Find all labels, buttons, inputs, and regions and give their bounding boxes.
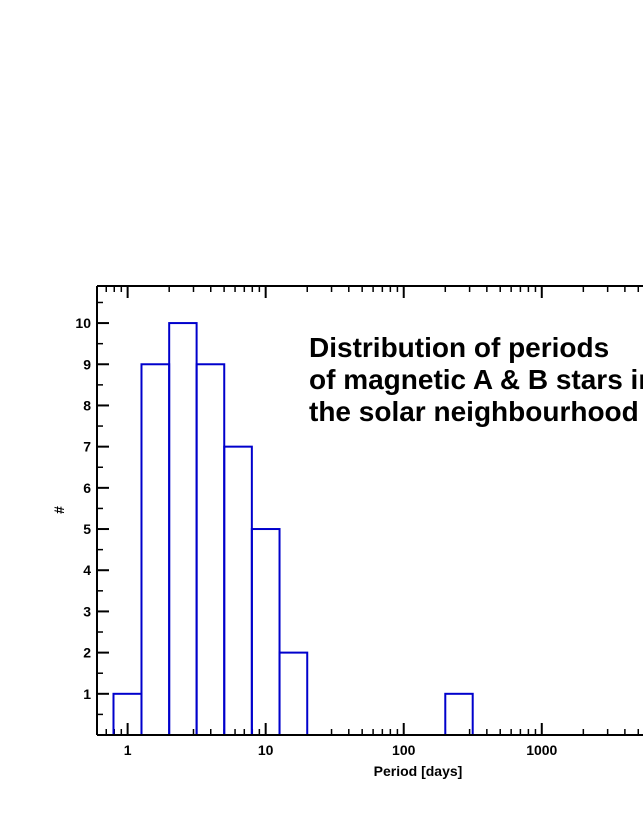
histogram-bar-3 xyxy=(168,322,198,736)
histogram-bar-7 xyxy=(278,651,309,737)
annotation-line-3: the solar neighbourhood xyxy=(309,396,639,427)
histogram-bar-5 xyxy=(223,445,253,736)
annotation-line-1: Distribution of periods xyxy=(309,332,609,363)
y-tick-label: 1 xyxy=(83,686,91,702)
x-axis-label: Period [days] xyxy=(374,763,463,779)
y-tick-label: 2 xyxy=(83,645,91,661)
y-axis-ticks: 1 2 3 4 5 6 7 8 9 10 xyxy=(75,301,109,716)
plot-frame xyxy=(96,285,643,736)
y-tick-label: 3 xyxy=(83,603,91,619)
histogram-bar-2 xyxy=(140,363,171,736)
x-tick-label: 1000 xyxy=(526,742,557,758)
annotation-line-2: of magnetic A & B stars in xyxy=(309,364,643,395)
y-tick-label: 10 xyxy=(75,315,91,331)
y-tick-label: 7 xyxy=(83,439,91,455)
x-tick-label: 1 xyxy=(124,742,132,758)
y-tick-label: 8 xyxy=(83,397,91,413)
histogram-bar-4 xyxy=(195,363,226,736)
y-tick-label: 4 xyxy=(83,562,91,578)
histogram-bar-8 xyxy=(444,692,474,736)
y-tick-label: 6 xyxy=(83,480,91,496)
y-axis-label: # xyxy=(51,506,67,514)
y-tick-label: 5 xyxy=(83,521,91,537)
histogram-bar-6 xyxy=(250,528,281,736)
y-tick-label: 9 xyxy=(83,356,91,372)
x-tick-label: 100 xyxy=(392,742,416,758)
x-tick-label: 10 xyxy=(258,742,274,758)
x-axis-ticks: 110100100010000 xyxy=(124,286,558,758)
